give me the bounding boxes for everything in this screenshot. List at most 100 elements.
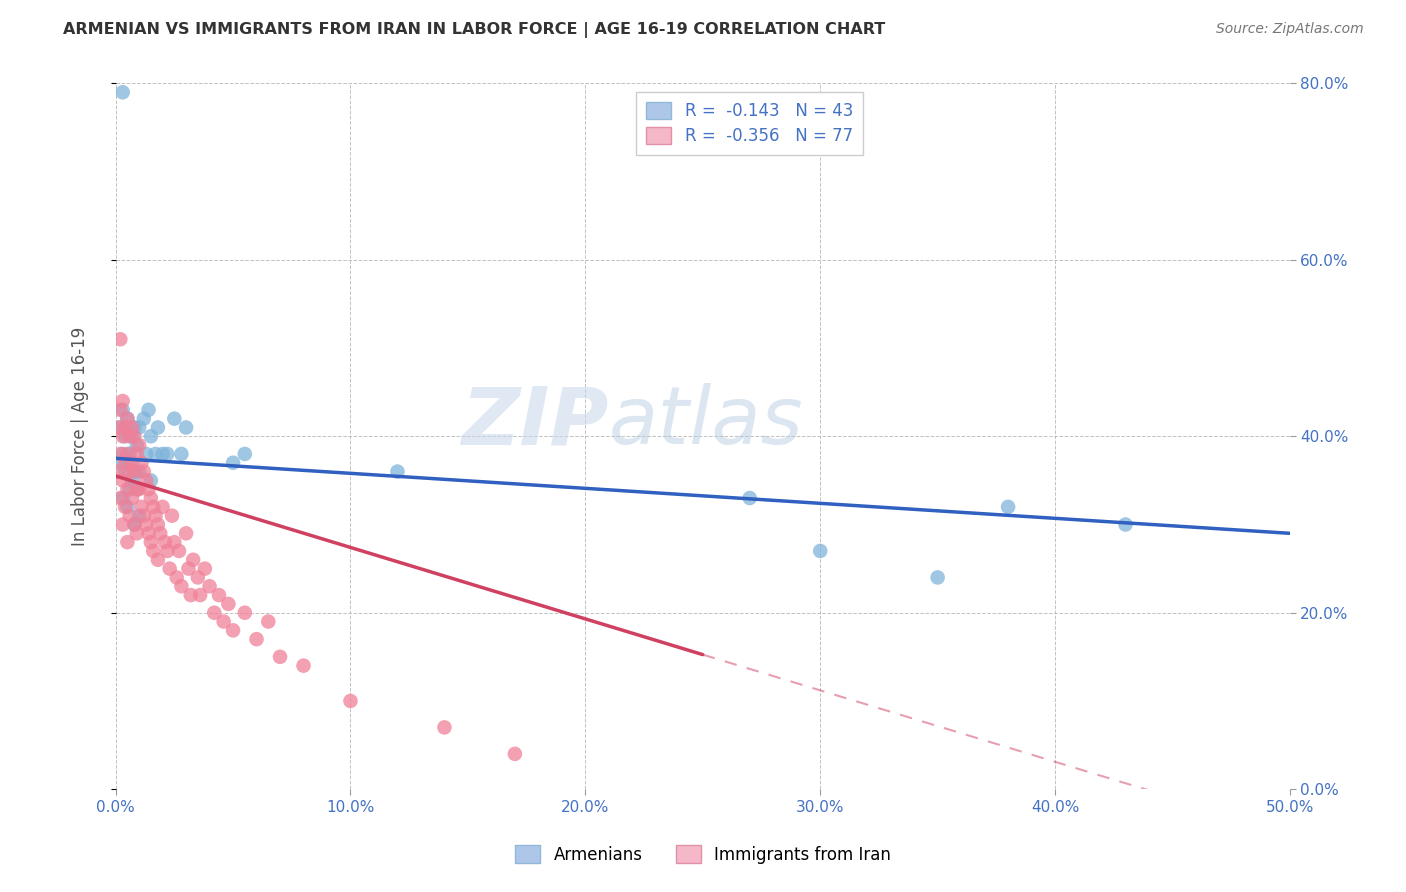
Legend: R =  -0.143   N = 43, R =  -0.356   N = 77: R = -0.143 N = 43, R = -0.356 N = 77 <box>637 92 863 155</box>
Point <box>156 447 179 461</box>
Point <box>124 420 146 434</box>
Point <box>174 526 197 541</box>
Point <box>132 508 155 523</box>
Legend: Armenians, Immigrants from Iran: Armenians, Immigrants from Iran <box>509 838 897 871</box>
Point <box>111 474 134 488</box>
Point <box>117 482 139 496</box>
Point <box>194 561 217 575</box>
Point <box>146 553 169 567</box>
Point <box>110 491 132 505</box>
Point <box>233 606 256 620</box>
Point <box>121 420 143 434</box>
Point <box>117 411 139 425</box>
Point <box>107 465 129 479</box>
Point <box>107 420 129 434</box>
Point <box>142 500 165 514</box>
Point <box>187 570 209 584</box>
Point <box>152 500 174 514</box>
Point <box>212 615 235 629</box>
Text: ZIP: ZIP <box>461 384 609 461</box>
Point <box>114 465 136 479</box>
Point <box>233 447 256 461</box>
Point <box>114 429 136 443</box>
Text: ARMENIAN VS IMMIGRANTS FROM IRAN IN LABOR FORCE | AGE 16-19 CORRELATION CHART: ARMENIAN VS IMMIGRANTS FROM IRAN IN LABO… <box>63 22 886 38</box>
Point <box>128 508 150 523</box>
Point <box>170 579 193 593</box>
Point <box>111 447 134 461</box>
Point <box>503 747 526 761</box>
Point <box>152 447 174 461</box>
Point <box>117 447 139 461</box>
Point <box>146 420 169 434</box>
Point <box>139 491 162 505</box>
Point <box>118 465 141 479</box>
Point <box>114 420 136 434</box>
Point <box>124 517 146 532</box>
Point <box>138 482 160 496</box>
Point <box>117 500 139 514</box>
Point <box>163 411 186 425</box>
Point <box>110 420 132 434</box>
Point <box>121 491 143 505</box>
Point <box>160 508 183 523</box>
Point <box>125 526 148 541</box>
Point <box>118 482 141 496</box>
Point <box>121 456 143 470</box>
Point <box>927 570 949 584</box>
Y-axis label: In Labor Force | Age 16-19: In Labor Force | Age 16-19 <box>72 326 89 546</box>
Point <box>180 588 202 602</box>
Point <box>124 517 146 532</box>
Point <box>808 544 831 558</box>
Point <box>110 332 132 346</box>
Point <box>738 491 761 505</box>
Point <box>125 482 148 496</box>
Point <box>167 544 190 558</box>
Point <box>188 588 211 602</box>
Point <box>114 456 136 470</box>
Point <box>111 491 134 505</box>
Point <box>257 615 280 629</box>
Point <box>163 535 186 549</box>
Point <box>121 429 143 443</box>
Point <box>118 508 141 523</box>
Point <box>124 429 146 443</box>
Point <box>181 553 204 567</box>
Point <box>118 429 141 443</box>
Point <box>202 606 225 620</box>
Point <box>170 447 193 461</box>
Point <box>114 500 136 514</box>
Point <box>111 429 134 443</box>
Point <box>117 411 139 425</box>
Point <box>145 447 167 461</box>
Point <box>125 482 148 496</box>
Point <box>433 720 456 734</box>
Point <box>174 420 197 434</box>
Point <box>1115 517 1137 532</box>
Point <box>153 535 176 549</box>
Point <box>131 500 153 514</box>
Point <box>198 579 221 593</box>
Point <box>997 500 1019 514</box>
Point <box>132 411 155 425</box>
Point <box>208 588 231 602</box>
Point <box>339 694 361 708</box>
Point <box>124 465 146 479</box>
Point <box>111 402 134 417</box>
Point <box>110 402 132 417</box>
Point <box>146 517 169 532</box>
Point <box>156 544 179 558</box>
Point <box>110 447 132 461</box>
Point <box>128 482 150 496</box>
Point <box>128 420 150 434</box>
Point <box>132 465 155 479</box>
Text: Source: ZipAtlas.com: Source: ZipAtlas.com <box>1216 22 1364 37</box>
Point <box>121 474 143 488</box>
Point <box>135 447 157 461</box>
Point <box>128 465 150 479</box>
Point <box>138 526 160 541</box>
Point <box>111 394 134 409</box>
Point <box>159 561 181 575</box>
Point <box>139 535 162 549</box>
Point <box>118 447 141 461</box>
Point <box>139 429 162 443</box>
